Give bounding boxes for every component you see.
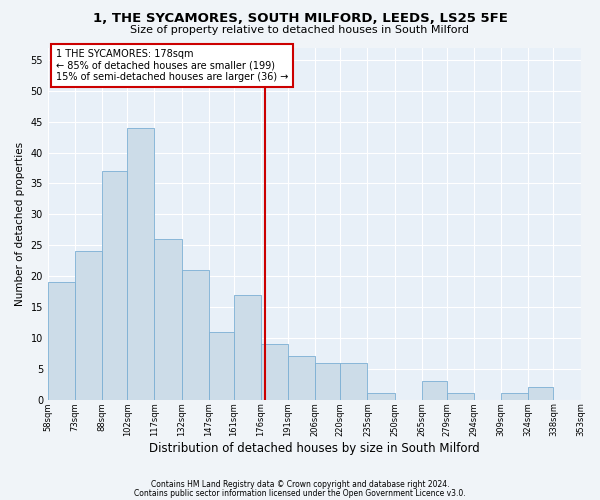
Bar (261, 344, 288, 400)
Bar (422, 381, 447, 400)
Y-axis label: Number of detached properties: Number of detached properties (15, 142, 25, 306)
Bar (48, 282, 75, 400)
Bar (127, 128, 154, 400)
Text: Size of property relative to detached houses in South Milford: Size of property relative to detached ho… (131, 25, 470, 35)
Bar (75, 252, 102, 400)
Bar (340, 362, 367, 400)
Bar (182, 270, 209, 400)
Text: 1, THE SYCAMORES, SOUTH MILFORD, LEEDS, LS25 5FE: 1, THE SYCAMORES, SOUTH MILFORD, LEEDS, … (92, 12, 508, 26)
Text: Contains public sector information licensed under the Open Government Licence v3: Contains public sector information licen… (134, 489, 466, 498)
Bar (528, 388, 553, 400)
Text: Contains HM Land Registry data © Crown copyright and database right 2024.: Contains HM Land Registry data © Crown c… (151, 480, 449, 489)
Bar (102, 171, 127, 400)
Bar (501, 394, 528, 400)
Bar (209, 332, 234, 400)
Bar (367, 394, 395, 400)
Bar (154, 239, 182, 400)
Bar (234, 294, 261, 400)
X-axis label: Distribution of detached houses by size in South Milford: Distribution of detached houses by size … (149, 442, 479, 455)
Text: 1 THE SYCAMORES: 178sqm
← 85% of detached houses are smaller (199)
15% of semi-d: 1 THE SYCAMORES: 178sqm ← 85% of detache… (56, 50, 288, 82)
Bar (288, 356, 315, 400)
Bar (315, 362, 340, 400)
Bar (447, 394, 474, 400)
